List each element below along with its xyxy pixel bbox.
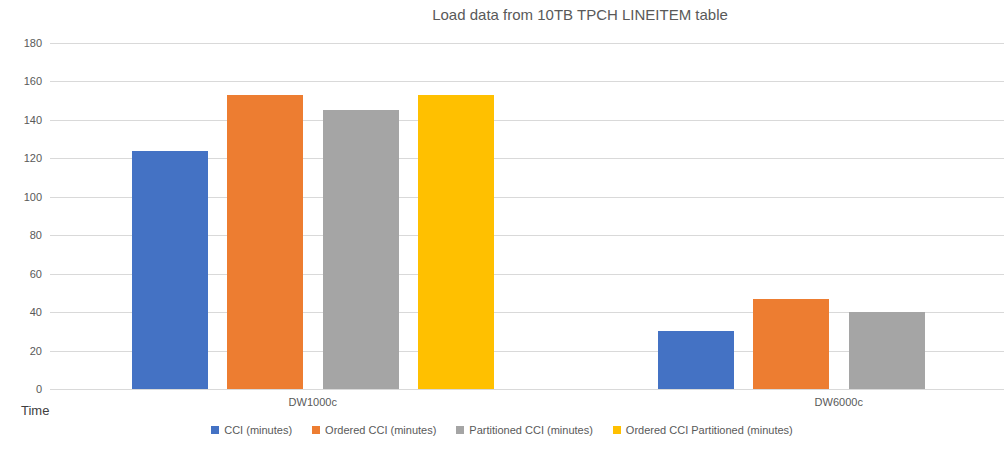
legend: CCI (minutes) Ordered CCI (minutes) Partit… xyxy=(0,424,1004,436)
bar-dw6000c-ordered-cci-minutes xyxy=(753,299,829,389)
bar-dw6000c-cci-minutes xyxy=(658,331,734,389)
y-axis-tick-label: 80 xyxy=(0,228,42,242)
chart-title: Load data from 10TB TPCH LINEITEM table xyxy=(432,6,728,23)
bar-dw1000c-ordered-cci-partitioned-minutes xyxy=(418,95,494,389)
legend-swatch-icon xyxy=(211,426,219,434)
category-label-dw6000c: DW6000c xyxy=(815,396,863,408)
bar-dw1000c-partitioned-cci-minutes xyxy=(323,110,399,389)
y-axis-tick-label: 120 xyxy=(0,151,42,165)
bar-chart: Load data from 10TB TPCH LINEITEM table … xyxy=(0,0,1004,452)
legend-label: Ordered CCI Partitioned (minutes) xyxy=(626,424,793,436)
legend-label: CCI (minutes) xyxy=(224,424,292,436)
y-axis-tick-label: 100 xyxy=(0,190,42,204)
category-label-dw1000c: DW1000c xyxy=(289,396,337,408)
y-axis-tick-label: 40 xyxy=(0,305,42,319)
y-axis-tick-label: 160 xyxy=(0,74,42,88)
y-axis-tick-label: 60 xyxy=(0,267,42,281)
y-axis-tick-label: 0 xyxy=(0,382,42,396)
legend-item-cci-minutes: CCI (minutes) xyxy=(211,424,292,436)
legend-swatch-icon xyxy=(456,426,464,434)
bar-dw1000c-ordered-cci-minutes xyxy=(227,95,303,389)
x-axis-line xyxy=(50,389,1004,390)
gridline xyxy=(50,43,1004,44)
legend-item-ordered-cci-minutes: Ordered CCI (minutes) xyxy=(312,424,436,436)
legend-swatch-icon xyxy=(613,426,621,434)
y-axis-tick-label: 140 xyxy=(0,113,42,127)
gridline xyxy=(50,120,1004,121)
y-axis-tick-label: 20 xyxy=(0,344,42,358)
legend-label: Partitioned CCI (minutes) xyxy=(469,424,593,436)
y-axis-title: Time xyxy=(21,403,49,418)
bar-dw6000c-partitioned-cci-minutes xyxy=(849,312,925,389)
legend-label: Ordered CCI (minutes) xyxy=(325,424,436,436)
legend-item-partitioned-cci-minutes: Partitioned CCI (minutes) xyxy=(456,424,593,436)
gridline xyxy=(50,81,1004,82)
legend-item-ordered-cci-partitioned-minutes: Ordered CCI Partitioned (minutes) xyxy=(613,424,793,436)
bar-dw1000c-cci-minutes xyxy=(132,151,208,389)
legend-swatch-icon xyxy=(312,426,320,434)
y-axis-tick-label: 180 xyxy=(0,36,42,50)
